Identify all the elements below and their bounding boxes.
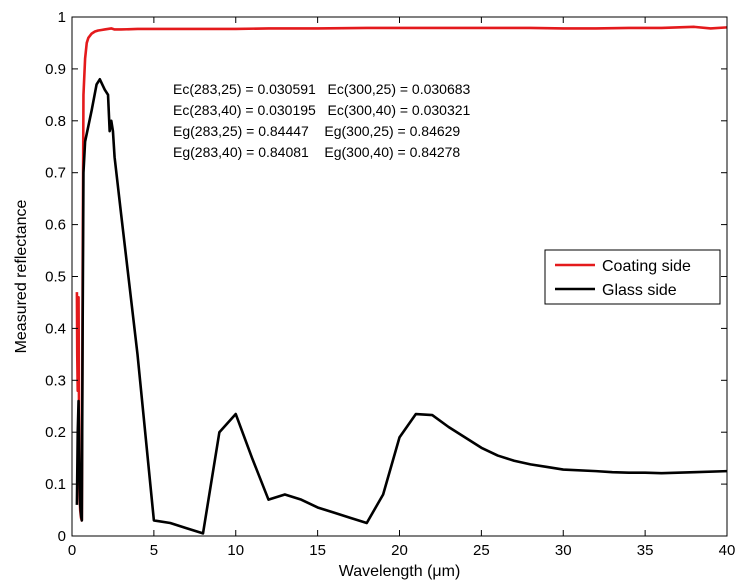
x-tick-label: 10	[227, 542, 244, 559]
x-tick-label: 20	[391, 542, 408, 559]
x-tick-label: 0	[68, 542, 76, 559]
legend: Coating side Glass side	[544, 249, 721, 305]
x-tick-label: 25	[473, 542, 490, 559]
y-tick-label: 0.3	[45, 372, 66, 389]
annotation-line: Eg(283,25) = 0.84447 Eg(300,25) = 0.8462…	[173, 123, 460, 139]
x-axis-label: Wavelength (μm)	[339, 563, 461, 580]
y-tick-label: 0.5	[45, 269, 66, 286]
y-tick-label: 0.8	[45, 113, 66, 130]
legend-box	[544, 249, 721, 305]
x-tick-label: 30	[555, 542, 572, 559]
ticks-layer: 0 5 10 15 20 25 30 35 40 0 0.1 0.2 0.3 0.4 0.5 0.6 0.7 0.…	[45, 9, 735, 559]
y-tick-label: 1	[58, 9, 66, 26]
y-tick-label: 0.4	[45, 320, 66, 337]
series-layer	[75, 25, 727, 535]
annotations: Ec(283,25) = 0.030591 Ec(300,25) = 0.030…	[173, 81, 471, 160]
x-tick-label: 35	[637, 542, 654, 559]
annotation-line: Ec(283,25) = 0.030591 Ec(300,25) = 0.030…	[173, 81, 471, 97]
y-tick-label: 0.1	[45, 476, 66, 493]
x-tick-label: 15	[309, 542, 326, 559]
series-line-glass-side	[75, 77, 727, 535]
legend-label: Glass side	[602, 282, 677, 299]
y-tick-label: 0.7	[45, 165, 66, 182]
y-tick-label: 0.9	[45, 61, 66, 78]
x-tick-label: 40	[719, 542, 736, 559]
y-tick-label: 0.2	[45, 424, 66, 441]
x-tick-label: 5	[150, 542, 158, 559]
annotation-line: Ec(283,40) = 0.030195 Ec(300,40) = 0.030…	[173, 102, 471, 118]
y-tick-label: 0	[58, 528, 66, 545]
y-axis-label: Measured reflectance	[13, 199, 30, 353]
annotation-line: Eg(283,40) = 0.84081 Eg(300,40) = 0.8427…	[173, 144, 460, 160]
legend-label: Coating side	[602, 258, 691, 275]
y-tick-label: 0.6	[45, 217, 66, 234]
